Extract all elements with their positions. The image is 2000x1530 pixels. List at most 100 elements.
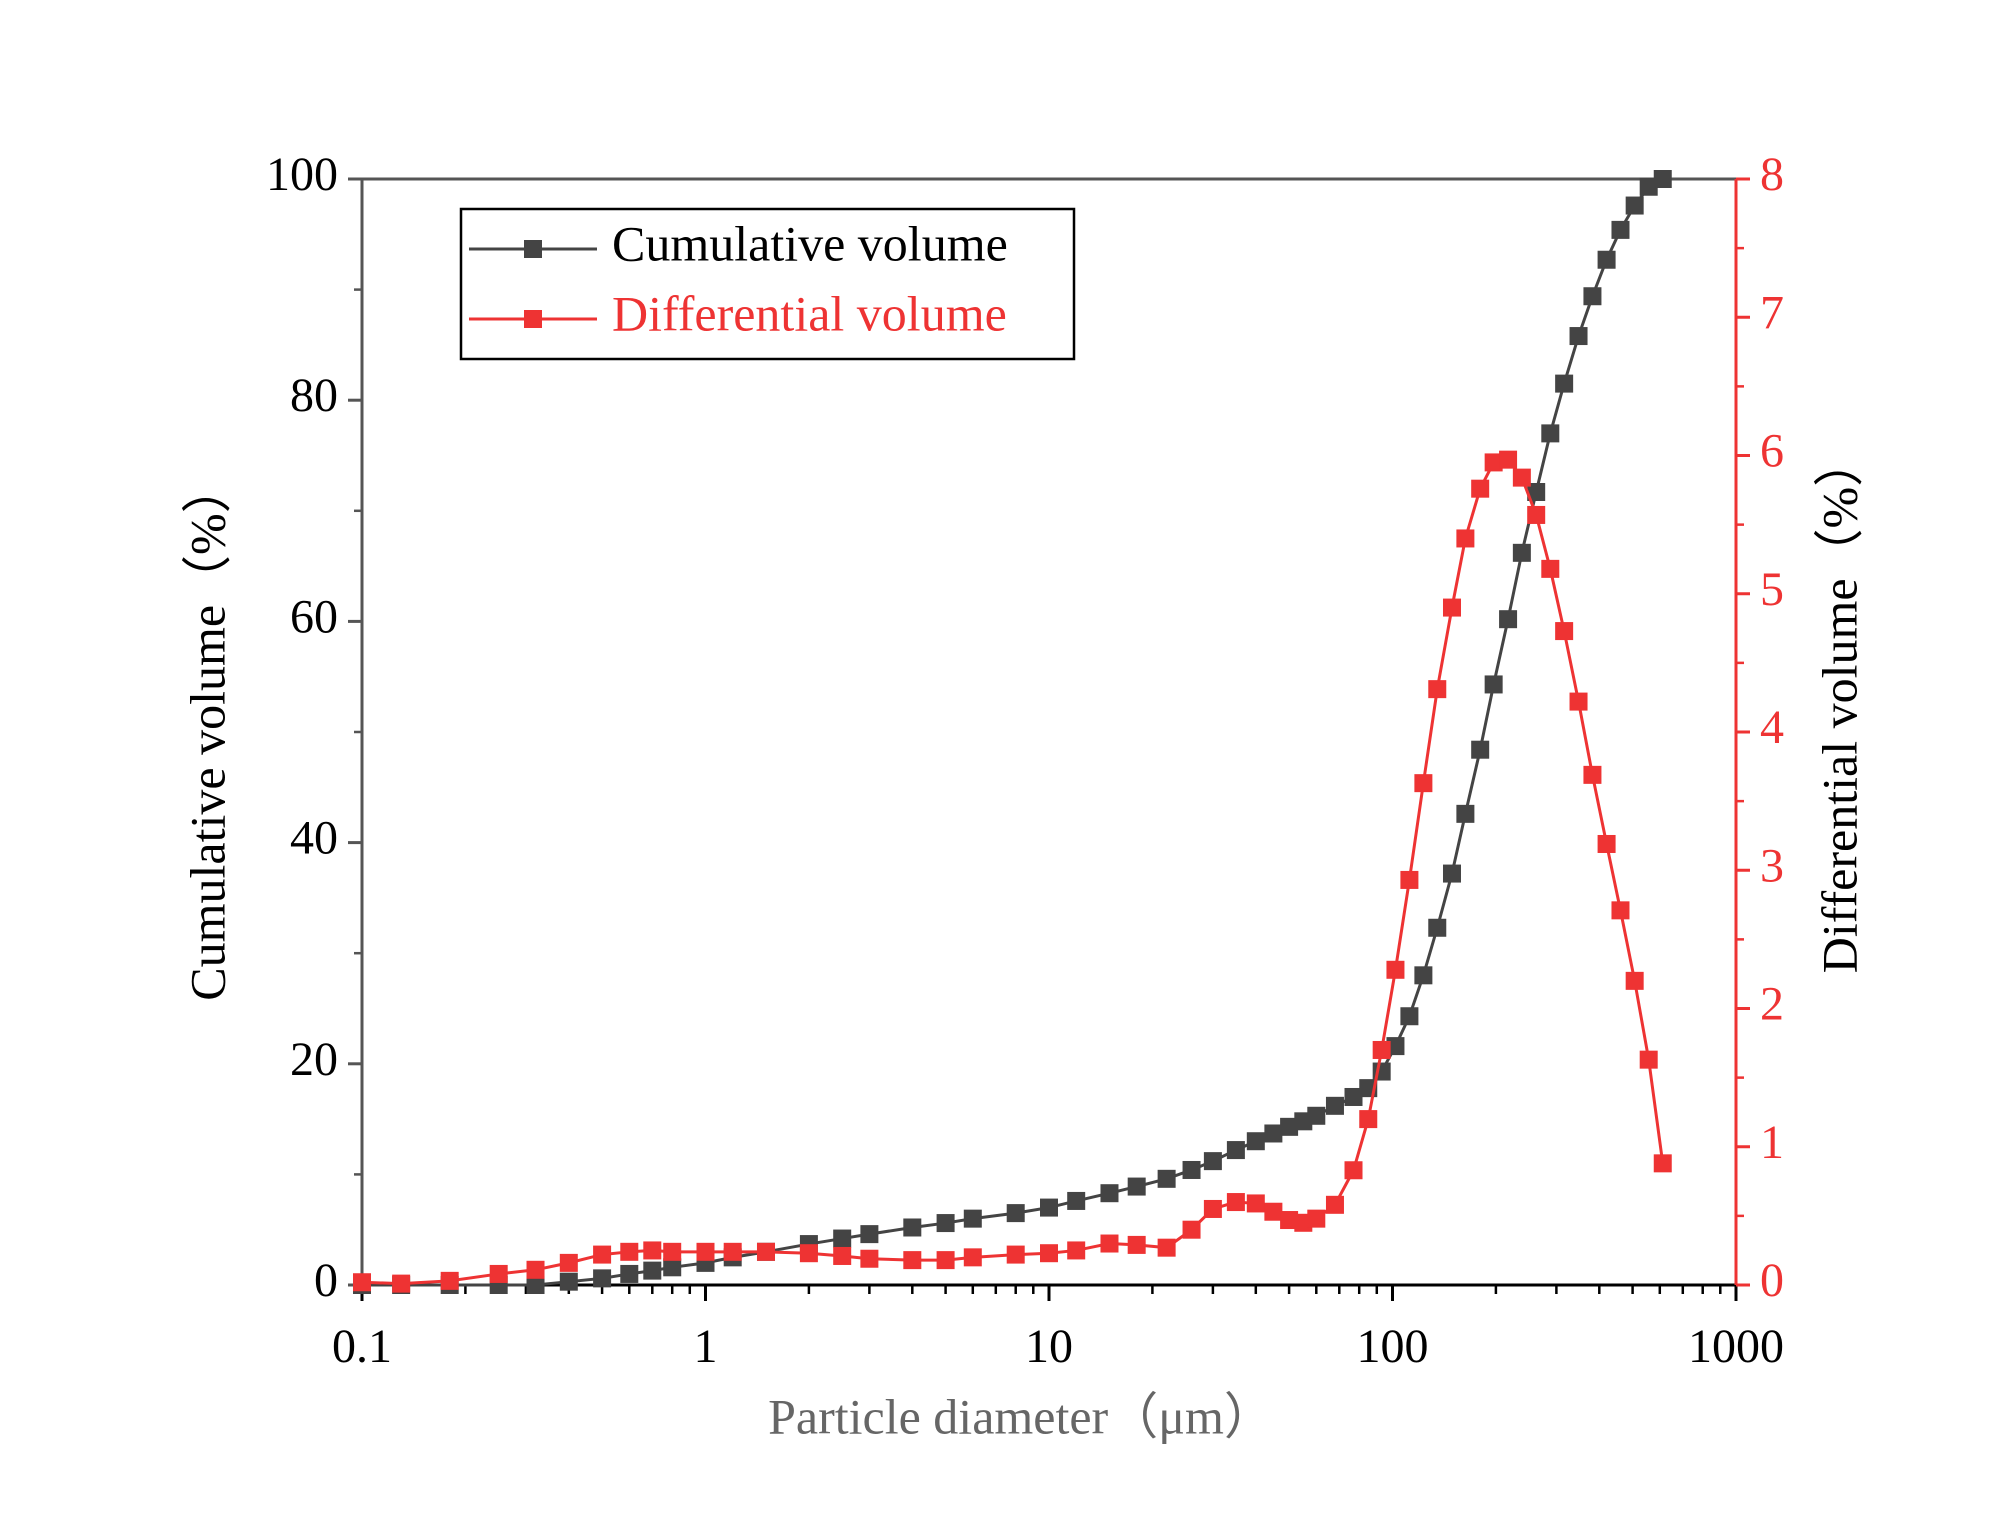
marker bbox=[1414, 774, 1433, 793]
series-line bbox=[361, 457, 1665, 1286]
legend-marker bbox=[524, 310, 542, 328]
marker bbox=[1006, 1204, 1025, 1223]
marker bbox=[1067, 1241, 1086, 1260]
marker bbox=[1325, 1195, 1344, 1214]
marker bbox=[1400, 870, 1419, 889]
marker bbox=[526, 1276, 545, 1294]
marker bbox=[1442, 864, 1461, 883]
y-tick-label: 80 bbox=[290, 369, 338, 422]
x-tick-label: 10 bbox=[1025, 1320, 1073, 1373]
y2-tick-label: 4 bbox=[1760, 701, 1784, 754]
y2-tick-label: 1 bbox=[1760, 1116, 1784, 1169]
marker bbox=[1527, 482, 1546, 501]
x-tick-label: 100 bbox=[1357, 1320, 1429, 1373]
y2-tick-label: 3 bbox=[1760, 839, 1784, 892]
marker bbox=[643, 1261, 662, 1280]
legend-marker bbox=[524, 240, 542, 258]
marker bbox=[1597, 250, 1616, 269]
marker bbox=[1653, 1154, 1672, 1173]
marker bbox=[696, 1242, 715, 1261]
marker bbox=[1344, 1161, 1363, 1180]
x-tick-label: 1000 bbox=[1688, 1320, 1784, 1373]
marker bbox=[1442, 598, 1461, 617]
marker bbox=[1182, 1160, 1201, 1179]
marker bbox=[1499, 450, 1518, 469]
marker bbox=[1471, 479, 1490, 498]
y-tick-label: 20 bbox=[290, 1033, 338, 1086]
marker bbox=[1512, 543, 1531, 562]
marker bbox=[963, 1248, 982, 1267]
marker bbox=[1625, 971, 1644, 990]
marker bbox=[1307, 1209, 1326, 1228]
marker bbox=[1372, 1040, 1391, 1059]
marker bbox=[936, 1251, 955, 1270]
marker bbox=[936, 1214, 955, 1233]
legend-label: Cumulative volume bbox=[612, 215, 1008, 271]
marker bbox=[1499, 610, 1518, 629]
marker bbox=[1428, 680, 1447, 699]
marker bbox=[1307, 1106, 1326, 1125]
marker bbox=[620, 1242, 639, 1261]
marker bbox=[1569, 692, 1588, 711]
marker bbox=[1583, 765, 1602, 784]
marker bbox=[620, 1264, 639, 1283]
y-tick-label: 60 bbox=[290, 590, 338, 643]
marker bbox=[1157, 1238, 1176, 1257]
marker bbox=[1611, 220, 1630, 239]
marker bbox=[392, 1274, 411, 1293]
marker bbox=[1583, 287, 1602, 306]
marker bbox=[1157, 1169, 1176, 1188]
marker bbox=[593, 1245, 612, 1264]
marker bbox=[903, 1251, 922, 1270]
y2-axis-title: Differential volume（%） bbox=[1811, 437, 1867, 973]
marker bbox=[1653, 170, 1672, 188]
marker bbox=[593, 1269, 612, 1288]
marker bbox=[723, 1242, 742, 1261]
marker bbox=[1456, 529, 1475, 548]
marker bbox=[1569, 327, 1588, 346]
marker bbox=[833, 1229, 852, 1248]
marker bbox=[1597, 834, 1616, 853]
marker bbox=[1203, 1152, 1222, 1171]
marker bbox=[1264, 1202, 1283, 1221]
marker bbox=[756, 1242, 775, 1261]
marker bbox=[1006, 1245, 1025, 1264]
marker bbox=[1359, 1110, 1378, 1129]
marker bbox=[489, 1264, 508, 1283]
y-axis-title: Cumulative volume（%） bbox=[179, 463, 235, 1000]
marker bbox=[1127, 1177, 1146, 1196]
marker bbox=[963, 1209, 982, 1228]
marker bbox=[1414, 966, 1433, 985]
marker bbox=[440, 1271, 459, 1290]
marker bbox=[1100, 1234, 1119, 1253]
marker bbox=[1226, 1193, 1245, 1212]
marker bbox=[1067, 1191, 1086, 1210]
marker bbox=[833, 1246, 852, 1265]
marker bbox=[1541, 424, 1560, 443]
marker bbox=[559, 1272, 578, 1291]
marker bbox=[526, 1260, 545, 1279]
marker bbox=[1400, 1007, 1419, 1026]
marker bbox=[353, 1273, 371, 1292]
marker bbox=[1280, 1211, 1299, 1230]
marker bbox=[799, 1244, 818, 1263]
marker bbox=[1639, 1050, 1658, 1069]
marker bbox=[1203, 1199, 1222, 1218]
y2-tick-label: 5 bbox=[1760, 563, 1784, 616]
marker bbox=[903, 1218, 922, 1237]
marker bbox=[1264, 1124, 1283, 1143]
marker bbox=[1040, 1244, 1058, 1263]
marker bbox=[1456, 804, 1475, 823]
marker bbox=[1100, 1184, 1119, 1203]
x-axis-title: Particle diameter（μm） bbox=[768, 1388, 1274, 1444]
marker bbox=[1484, 675, 1503, 694]
marker bbox=[1182, 1220, 1201, 1239]
marker bbox=[1541, 559, 1560, 578]
marker bbox=[860, 1225, 879, 1244]
marker bbox=[663, 1242, 682, 1261]
y-tick-label: 40 bbox=[290, 812, 338, 865]
marker bbox=[1625, 196, 1644, 215]
marker bbox=[1555, 374, 1574, 393]
marker bbox=[1512, 468, 1531, 487]
marker bbox=[559, 1253, 578, 1272]
